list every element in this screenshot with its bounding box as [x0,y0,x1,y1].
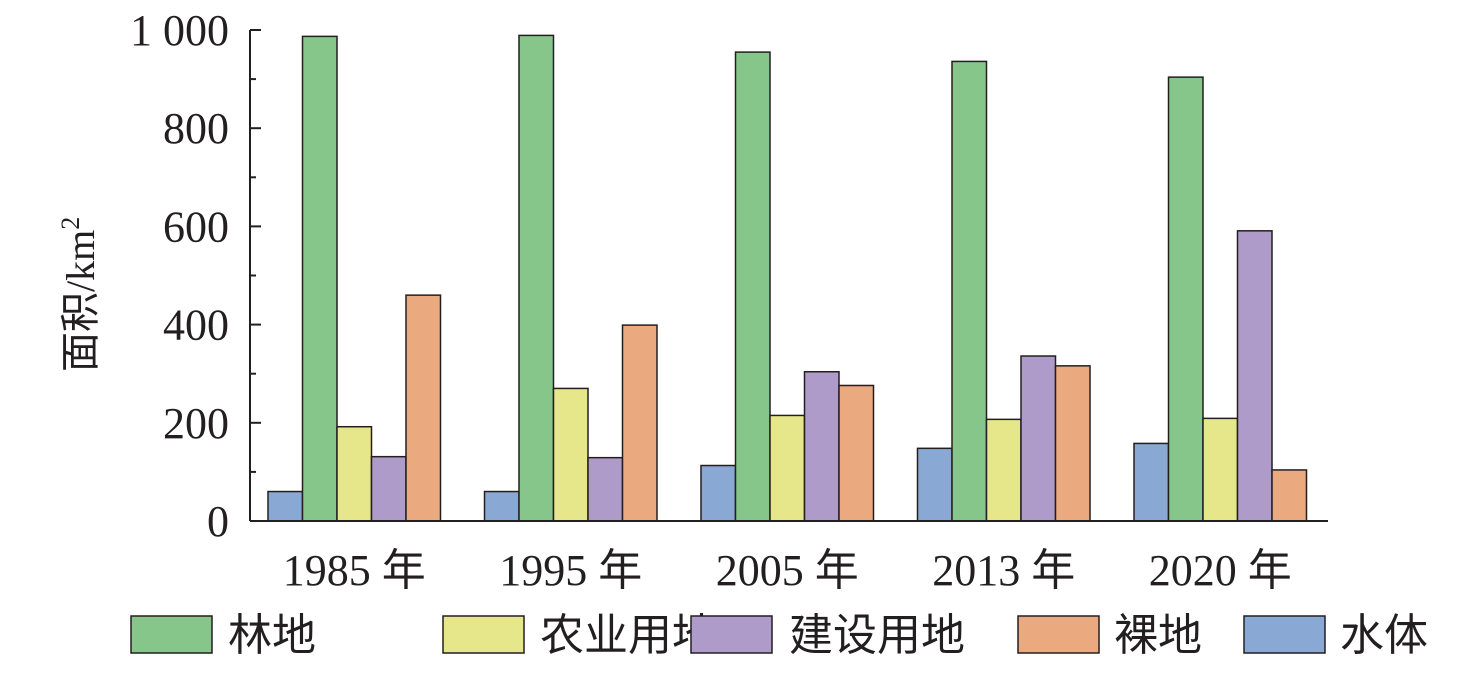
legend-swatch-4 [1017,615,1100,654]
legend-label-3: 建设用地 [789,611,965,660]
y-tick-label: 800 [163,104,229,153]
bar-4-5 [1236,230,1273,522]
bar-2-4 [951,60,988,522]
y-tick-label: 1 000 [130,6,229,55]
bar-1-5 [1133,442,1170,522]
labels-layer: 0 200 400 600 800 1 000 1985 年 1995 年 2005 年 2013… [56,6,1292,595]
legend-swatch-3 [690,615,773,654]
bar-3-3 [769,414,806,522]
y-tick-label: 600 [163,202,229,251]
bar-1-1 [267,490,304,522]
bar-5-4 [1054,365,1091,522]
bar-2-2 [518,34,555,522]
bar-5-2 [621,324,658,522]
bar-5-5 [1271,469,1308,522]
x-tick-label: 2013 年 [932,546,1075,595]
bar-4-3 [803,370,840,522]
bar-4-2 [587,456,624,522]
y-axis-title-superscript: 2 [56,217,85,230]
bar-3-4 [985,418,1022,522]
x-tick-label: 2005 年 [716,546,859,595]
x-tick-label: 1995 年 [499,546,642,595]
legend-label-4: 裸地 [1114,611,1202,660]
bar-3-5 [1202,417,1239,522]
x-tick-label: 2020 年 [1149,546,1292,595]
axes-layer [249,29,1328,522]
bar-3-2 [552,387,589,522]
y-axis-title-text: 面积/km [58,230,103,372]
bar-2-5 [1167,76,1204,522]
bar-1-3 [700,464,737,522]
bar-5-1 [405,294,442,522]
bar-3-1 [336,425,373,522]
bar-2-1 [301,35,338,522]
y-tick-label: 0 [207,497,229,546]
y-tick-label: 200 [163,399,229,448]
legend-swatch-5 [1243,615,1326,654]
legend-label-2: 农业用地 [540,611,716,660]
x-tick-label: 1985 年 [283,546,426,595]
y-axis-title: 面积/km2 [56,217,103,372]
legend-swatch-1 [130,615,213,654]
bar-2-3 [734,51,771,522]
bar-4-4 [1020,355,1057,522]
bars-layer [267,34,1308,522]
legend-swatch-2 [442,615,525,654]
bar-5-3 [838,384,875,522]
bar-4-1 [370,455,407,522]
y-tick-label: 400 [163,301,229,350]
bar-1-2 [483,490,520,522]
legend-label-1: 林地 [228,611,316,660]
legend-label-5: 水体 [1340,611,1428,660]
bar-1-4 [916,447,953,522]
legend: 林地 农业用地 建设用地 裸地 水体 [130,611,1428,660]
